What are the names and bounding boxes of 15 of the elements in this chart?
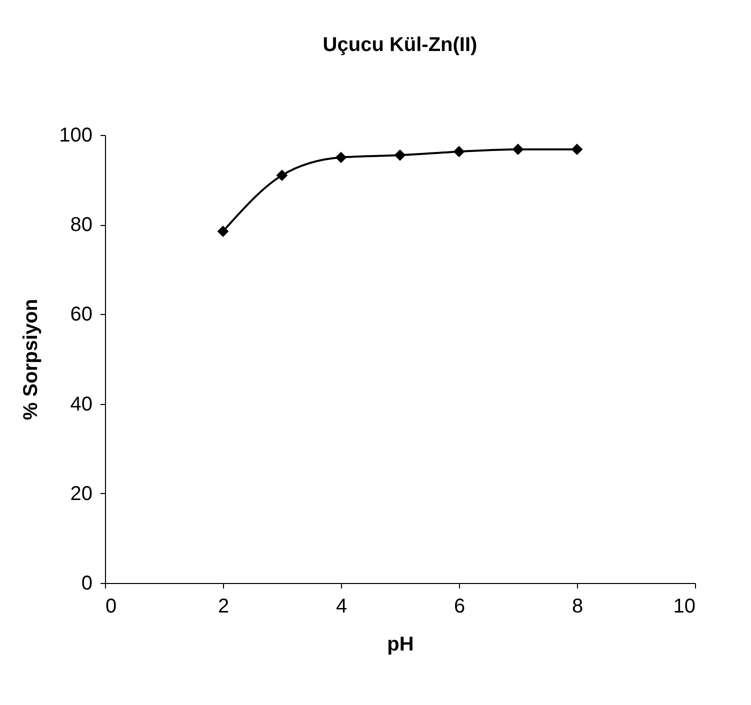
x-tick-label: 8 — [572, 596, 584, 618]
y-tick-label: 60 — [70, 304, 92, 326]
x-tick-label: 2 — [218, 596, 230, 618]
x-tick-label: 4 — [336, 596, 348, 618]
x-tick-label: 0 — [106, 596, 117, 618]
x-axis-title: pH — [387, 634, 414, 656]
x-tick-label: 10 — [673, 596, 696, 618]
y-tick-label: 40 — [70, 393, 92, 416]
chart-title: Uçucu Kül-Zn(II) — [322, 34, 478, 56]
y-tick-label: 0 — [81, 572, 92, 594]
y-tick-label: 80 — [70, 214, 92, 236]
y-tick-label: 100 — [59, 124, 92, 146]
x-tick-label: 6 — [454, 596, 466, 618]
y-tick-label: 20 — [70, 482, 92, 505]
y-axis-title: % Sorpsiyon — [20, 298, 42, 420]
